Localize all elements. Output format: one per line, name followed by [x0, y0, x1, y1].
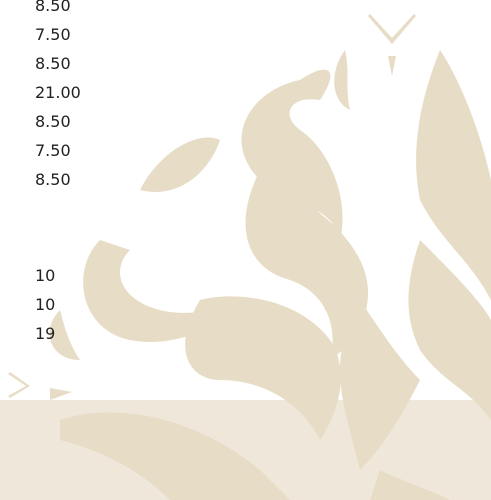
price: 8.50 — [35, 170, 71, 190]
price: 8.50 — [35, 0, 71, 16]
price: 8.50 — [35, 112, 71, 132]
price: 7.50 — [35, 141, 71, 161]
price: 10 — [35, 266, 55, 286]
price: 7.50 — [35, 25, 71, 45]
page: 8.50 7.50 8.50 21.00 8.50 7.50 8.50 10 10 19 — [0, 0, 491, 500]
background-ornament — [0, 0, 491, 500]
price: 10 — [35, 295, 55, 315]
price: 19 — [35, 324, 55, 344]
price: 21.00 — [35, 83, 81, 103]
price: 8.50 — [35, 54, 71, 74]
